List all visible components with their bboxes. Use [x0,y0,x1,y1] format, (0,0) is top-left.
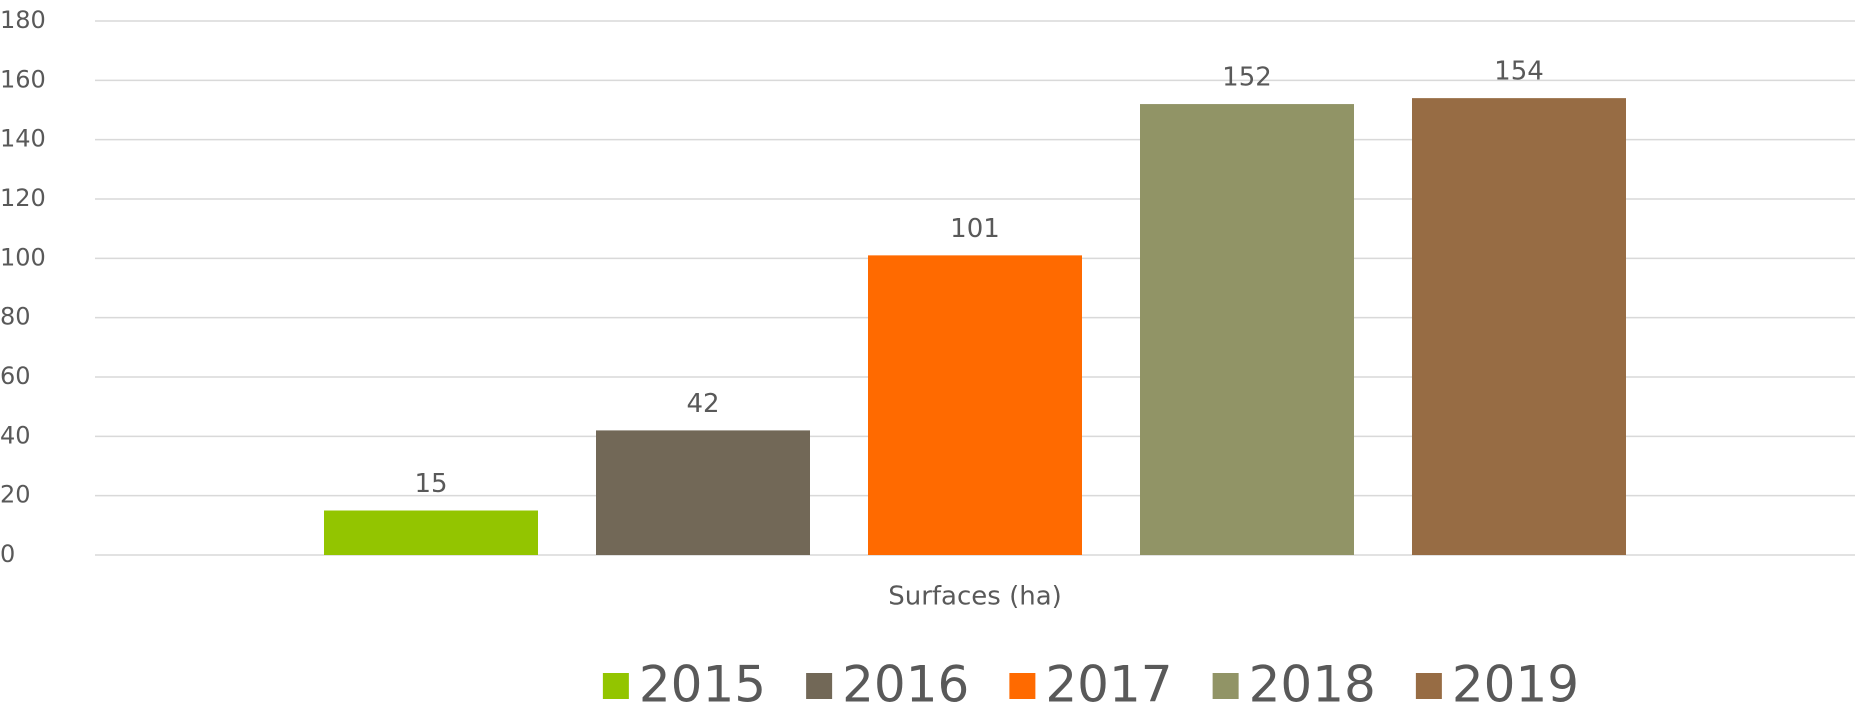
y-tick-label: 180 [0,6,46,34]
y-tick-label: 120 [0,184,46,212]
legend-swatch [602,673,629,699]
bar [1412,98,1626,555]
y-tick-label: 60 [0,362,31,390]
bar [868,255,1082,555]
y-tick-label: 80 [0,303,31,331]
data-label: 152 [1222,63,1272,93]
legend-swatch [1212,673,1239,699]
legend-swatch [806,673,833,699]
y-tick-label: 100 [0,243,46,271]
legend-swatch [1009,673,1036,699]
data-label: 15 [414,469,447,499]
legend-label: 2015 [639,656,766,714]
legend-swatch [1415,673,1442,699]
legend-label: 2019 [1452,656,1579,714]
y-tick-label: 20 [0,481,31,509]
bar [596,430,810,555]
y-tick-label: 160 [0,65,46,93]
y-tick-label: 40 [0,421,31,449]
data-label: 154 [1494,57,1544,87]
legend-label: 2016 [842,656,969,714]
data-label: 42 [686,389,719,419]
bar [1140,104,1354,556]
y-tick-label: 140 [0,125,46,153]
bar [324,510,538,555]
y-tick-label: 0 [0,540,15,568]
data-label: 101 [950,214,1000,244]
legend-label: 2018 [1249,656,1376,714]
legend-label: 2017 [1045,656,1172,714]
x-tick-label: Surfaces (ha) [888,582,1062,612]
